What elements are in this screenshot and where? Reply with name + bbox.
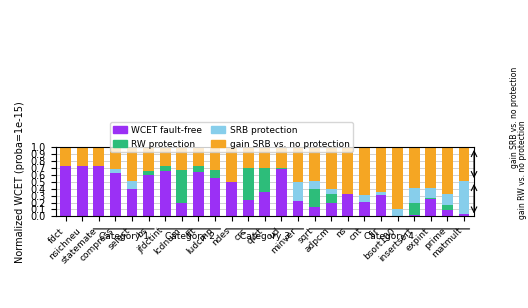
Bar [459,181,469,214]
Bar [392,209,403,216]
Text: Category 4: Category 4 [364,232,414,241]
Bar [226,147,237,182]
Bar [309,181,320,189]
Bar [309,147,320,181]
Y-axis label: Normalized WCET (proba=1e-15): Normalized WCET (proba=1e-15) [15,101,25,263]
Bar [193,172,204,217]
Bar [259,123,270,168]
Bar [409,135,420,188]
Bar [127,147,137,181]
Bar [143,176,154,217]
Bar [442,205,453,210]
Bar [409,188,420,203]
Bar [426,199,436,217]
Bar [210,170,220,178]
Bar [326,203,337,217]
Bar [326,189,337,193]
Bar [326,193,337,203]
Bar [426,147,436,188]
Bar [110,147,121,169]
Bar [442,210,453,217]
Bar [93,147,104,167]
Bar [143,171,154,176]
Bar [176,115,187,170]
Bar [77,147,88,166]
Bar [276,168,287,169]
Bar [259,192,270,217]
Bar [60,167,71,217]
Bar [143,147,154,171]
Bar [392,147,403,209]
Bar [459,147,469,181]
Bar [243,168,253,201]
Bar [442,194,453,205]
Bar [77,166,88,217]
Text: gain RW vs. no protection: gain RW vs. no protection [518,120,527,219]
Bar [293,201,304,217]
Bar [359,202,370,217]
Bar [426,188,436,198]
Bar [243,147,253,168]
Bar [409,203,420,215]
Text: Category 2: Category 2 [165,232,215,241]
Bar [176,203,187,217]
Text: Category 1: Category 1 [99,232,149,241]
Bar [110,169,121,173]
Bar [459,214,469,217]
Bar [293,182,304,201]
Bar [375,195,386,217]
Bar [409,215,420,217]
Bar [210,147,220,170]
Bar [276,169,287,217]
Bar [392,216,403,217]
Bar [343,194,353,217]
Bar [293,147,304,182]
Bar [193,147,204,166]
Bar [160,167,171,171]
Text: gain SRB vs. no protection: gain SRB vs. no protection [510,67,520,168]
Bar [375,192,386,195]
Bar [359,147,370,195]
Bar [176,170,187,203]
Bar [243,201,253,217]
Legend: WCET fault-free, RW protection, SRB protection, gain SRB vs. no protection: WCET fault-free, RW protection, SRB prot… [110,123,353,152]
Bar [426,198,436,199]
Bar [276,147,287,168]
Bar [442,142,453,194]
Bar [226,182,237,217]
Bar [326,147,337,189]
Bar [309,189,320,207]
Bar [60,147,71,167]
Bar [309,207,320,217]
Bar [210,178,220,217]
Bar [93,167,104,217]
Bar [127,189,137,217]
Bar [110,173,121,217]
Bar [160,171,171,217]
Bar [343,147,353,194]
Text: Category 3: Category 3 [240,232,290,241]
Bar [259,168,270,192]
Bar [193,166,204,172]
Bar [375,147,386,192]
Bar [359,195,370,202]
Bar [160,142,171,167]
Bar [127,181,137,189]
